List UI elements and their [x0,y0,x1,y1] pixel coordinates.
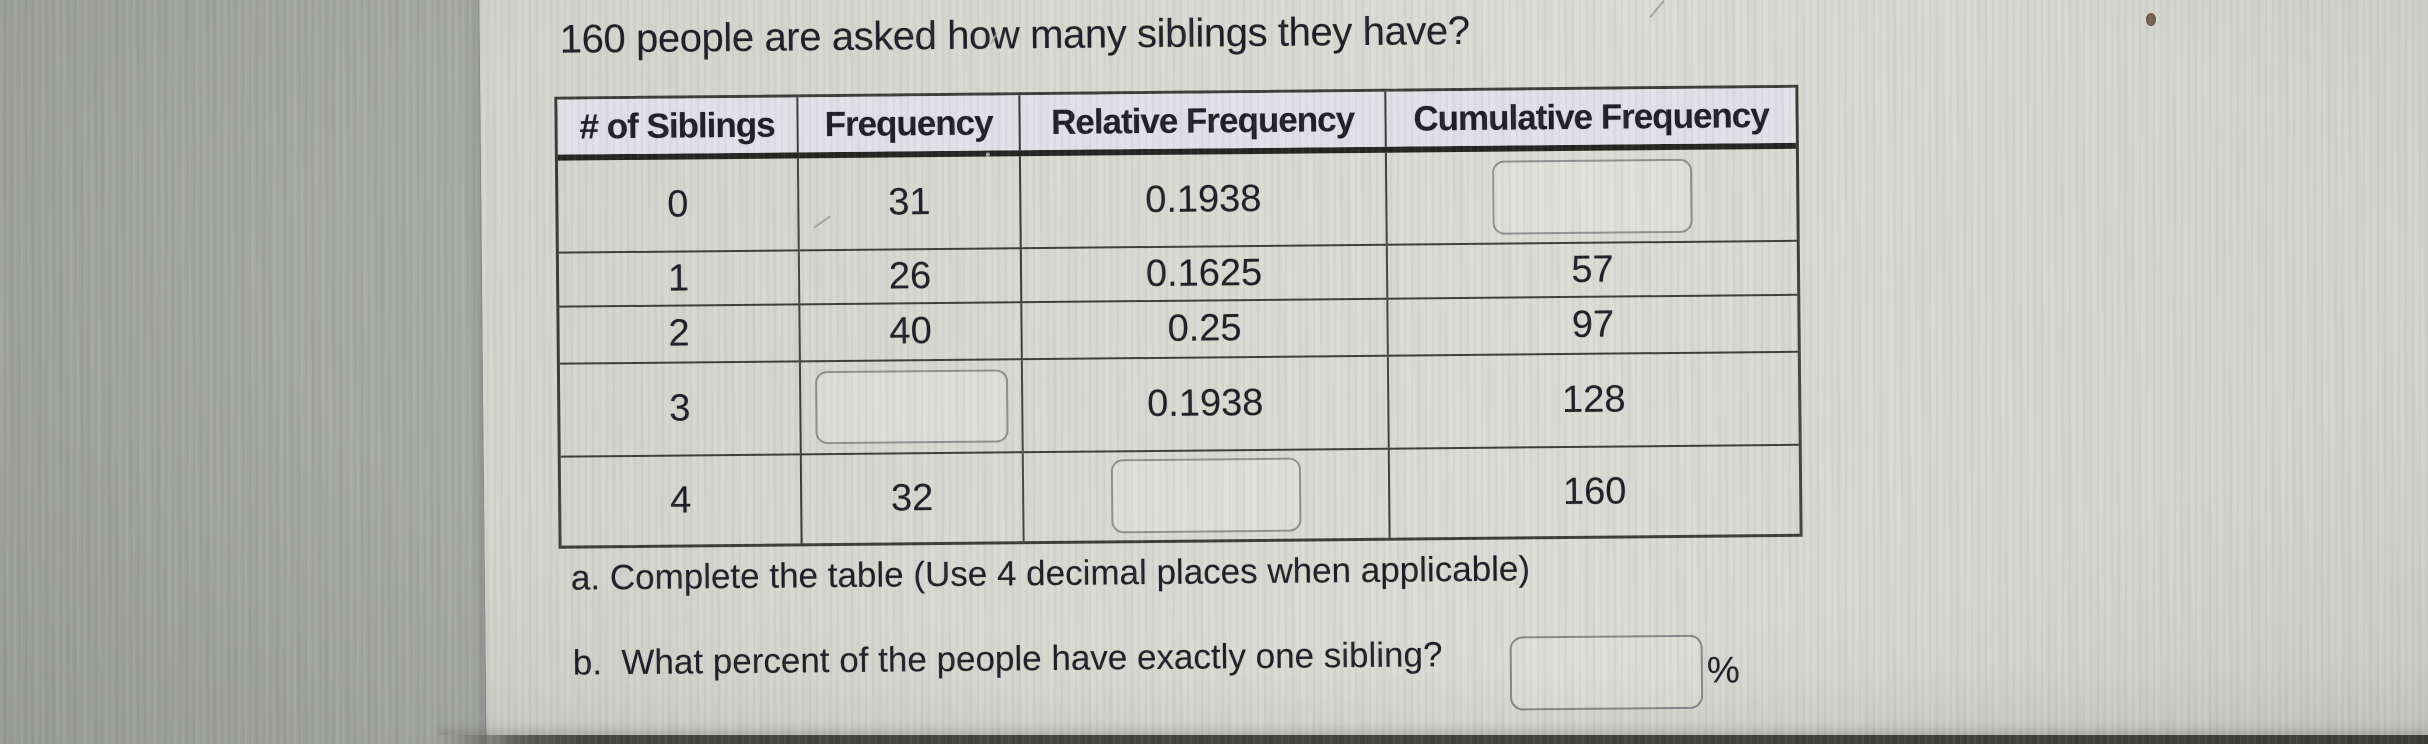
table-cell-siblings: 0 [558,158,798,251]
table-cell-cumulative-frequency: 128 [1386,352,1799,448]
worksheet-page: 160 people are asked how many siblings t… [479,0,2428,744]
cell-value: 0.1625 [1145,251,1263,295]
cell-value: 57 [1571,248,1614,291]
frequency-table: # of Siblings Frequency Relative Frequen… [554,84,1803,549]
paper-speck [301,689,304,692]
table-cell-relative-frequency: 0.1938 [1020,356,1388,452]
table-cell-cumulative-frequency: 97 [1386,295,1798,355]
paper-speck [985,152,990,157]
cell-value: 97 [1571,303,1615,346]
cell-value: 26 [888,254,932,298]
table-cell-frequency: 32 [799,453,1023,544]
table-row: 3 0.1938 128 [559,350,1799,456]
column-header-frequency: Frequency [796,95,1019,153]
table-cell-siblings: 2 [559,305,799,362]
table-body: 0 31 0.1938 1 26 0.1625 57 2 40 0.25 97 3 0.1938 128 4… [558,148,1800,546]
table-cell-frequency: 40 [798,303,1021,361]
table-cell-relative-frequency: 0.25 [1020,299,1387,359]
table-cell-siblings: 3 [560,362,800,455]
table-cell-frequency [798,360,1022,454]
column-header-cumulative-frequency: Cumulative Frequency [1384,87,1796,147]
table-row: 2 40 0.25 97 [559,293,1798,363]
cell-value: 1 [667,256,690,300]
question-b: b. What percent of the people have exact… [572,635,1443,683]
cell-value: 0.25 [1167,307,1242,350]
paper-speck [399,605,402,608]
cell-value: 4 [669,478,692,522]
cell-value: 0 [667,183,689,226]
cell-value: 160 [1562,469,1627,513]
cell-value: 0.1938 [1145,177,1262,222]
table-row: 4 32 160 [560,443,1800,546]
cell-value: 128 [1561,378,1626,422]
column-header-siblings: # of Siblings [557,97,797,155]
worksheet-title: 160 people are asked how many siblings t… [559,8,1470,62]
table-cell-siblings: 4 [561,455,801,545]
table-cell-frequency: 31 [796,156,1020,250]
table-cell-siblings: 1 [559,251,798,305]
table-cell-cumulative-frequency: 160 [1387,445,1800,538]
answer-input-percent[interactable] [1509,634,1704,711]
answer-input-relative-frequency-row-4[interactable] [1110,457,1302,534]
table-cell-frequency: 26 [797,249,1021,304]
answer-input-cumulative-frequency-row-0[interactable] [1491,158,1693,235]
table-cell-relative-frequency: 0.1625 [1019,245,1387,302]
cell-value: 31 [888,181,931,224]
cell-value: 0.1938 [1146,381,1264,426]
table-cell-relative-frequency: 0.1938 [1018,152,1386,248]
cell-value: 32 [890,476,934,519]
question-a: a. Complete the table (Use 4 decimal pla… [570,549,1531,598]
table-cell-relative-frequency [1021,449,1389,542]
screen-bezel-edge [438,735,2428,744]
cell-value: 40 [889,310,932,353]
table-cell-cumulative-frequency [1384,148,1797,244]
percent-sign: % [1706,649,1740,691]
cell-value: 2 [668,312,690,355]
table-cell-cumulative-frequency: 57 [1385,241,1798,298]
table-row: 0 31 0.1938 [558,148,1797,252]
column-header-relative-frequency: Relative Frequency [1018,91,1385,151]
cell-value: 3 [669,387,691,430]
answer-input-frequency-row-3[interactable] [814,369,1009,445]
ink-speck [2146,13,2156,26]
